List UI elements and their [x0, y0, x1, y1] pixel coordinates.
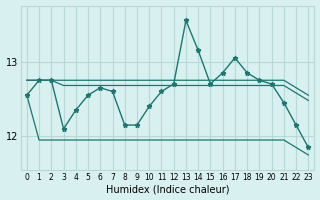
- X-axis label: Humidex (Indice chaleur): Humidex (Indice chaleur): [106, 184, 229, 194]
